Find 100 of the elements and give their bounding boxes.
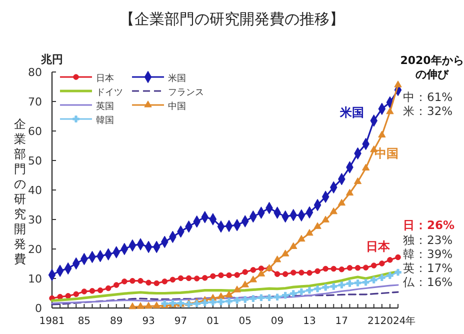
x-tick-label: 01 [206, 316, 220, 327]
text: 2020年からの伸び [400, 54, 464, 81]
x-tick-label: 93 [142, 316, 155, 327]
point [338, 266, 345, 272]
text: 企業部門の研究開発費 [14, 117, 26, 266]
point [386, 272, 394, 279]
point [218, 272, 224, 278]
x-tick-label: 85 [78, 316, 91, 327]
point [322, 216, 330, 222]
point [338, 198, 346, 206]
y-tick-label: 30 [28, 214, 42, 226]
point [379, 260, 385, 266]
point [354, 264, 361, 271]
point [274, 271, 280, 277]
point [186, 275, 192, 282]
point [97, 287, 104, 294]
y-tick-label: 60 [28, 125, 42, 138]
point [346, 188, 354, 196]
point [354, 177, 362, 184]
point [217, 292, 225, 300]
point [234, 296, 240, 304]
point [65, 293, 71, 299]
point [290, 290, 297, 297]
point [330, 207, 338, 214]
point [266, 294, 273, 302]
point [290, 270, 296, 276]
point [89, 288, 96, 294]
point [210, 273, 216, 280]
text: 独：23% [403, 233, 453, 247]
point [394, 80, 402, 88]
point [395, 254, 401, 260]
point [202, 275, 208, 281]
point [394, 268, 402, 276]
chart-title: 【企業部門の研究開発費の推移】 [120, 10, 344, 28]
point [241, 280, 249, 288]
y-tick-label: 40 [28, 184, 42, 197]
annotation: 日本 [366, 239, 391, 254]
x-tick-label: 21 [367, 316, 380, 327]
point [370, 262, 377, 268]
annotation: 米国 [339, 105, 364, 120]
point [130, 278, 136, 284]
point [242, 269, 248, 275]
point [218, 298, 224, 306]
point [234, 272, 240, 278]
point [362, 278, 370, 286]
point [258, 294, 265, 302]
text: 米：32% [403, 104, 453, 118]
legend-label: 韓国 [96, 115, 114, 126]
point [201, 299, 208, 306]
point [146, 280, 152, 286]
point [346, 280, 354, 287]
legend-label: 日本 [96, 73, 114, 84]
text: 兆円 [40, 53, 63, 66]
x-tick-label: 17 [335, 316, 348, 327]
point [346, 264, 353, 271]
point [122, 278, 128, 284]
point [306, 286, 313, 294]
point [386, 107, 394, 114]
point [370, 276, 378, 284]
point [81, 288, 88, 294]
point [105, 285, 112, 292]
point [282, 271, 288, 277]
point [282, 292, 289, 299]
point [250, 267, 256, 273]
legend-label: フランス [168, 88, 204, 98]
point [162, 278, 168, 284]
point [314, 268, 320, 274]
point [314, 285, 321, 292]
point [113, 282, 120, 288]
point [378, 274, 386, 282]
x-tick-label: 2024年 [380, 315, 416, 327]
y-tick-label: 50 [28, 154, 42, 168]
text: 中：61% [403, 90, 453, 104]
x-tick-label: 13 [303, 316, 316, 327]
text: 韓：39% [403, 247, 453, 261]
legend-label: ドイツ [96, 88, 123, 98]
point [354, 280, 362, 286]
point [154, 280, 160, 286]
point [136, 302, 144, 309]
y-tick-label: 0 [35, 302, 42, 315]
point [194, 276, 200, 282]
y-tick-label: 10 [28, 272, 42, 286]
point [298, 234, 306, 242]
point [378, 130, 386, 138]
point [387, 257, 393, 263]
x-tick-label: 05 [238, 316, 252, 327]
x-tick-label: 97 [174, 316, 188, 327]
point [226, 298, 232, 305]
point [298, 288, 305, 296]
text: 仏：16% [402, 275, 453, 289]
point [226, 272, 232, 278]
point [258, 266, 264, 272]
point [362, 164, 370, 170]
point [250, 295, 257, 302]
x-tick-label: 09 [270, 316, 284, 327]
point [242, 296, 249, 303]
point [128, 302, 136, 310]
legend-label: 米国 [168, 73, 186, 84]
point [298, 270, 304, 276]
point [225, 290, 233, 298]
